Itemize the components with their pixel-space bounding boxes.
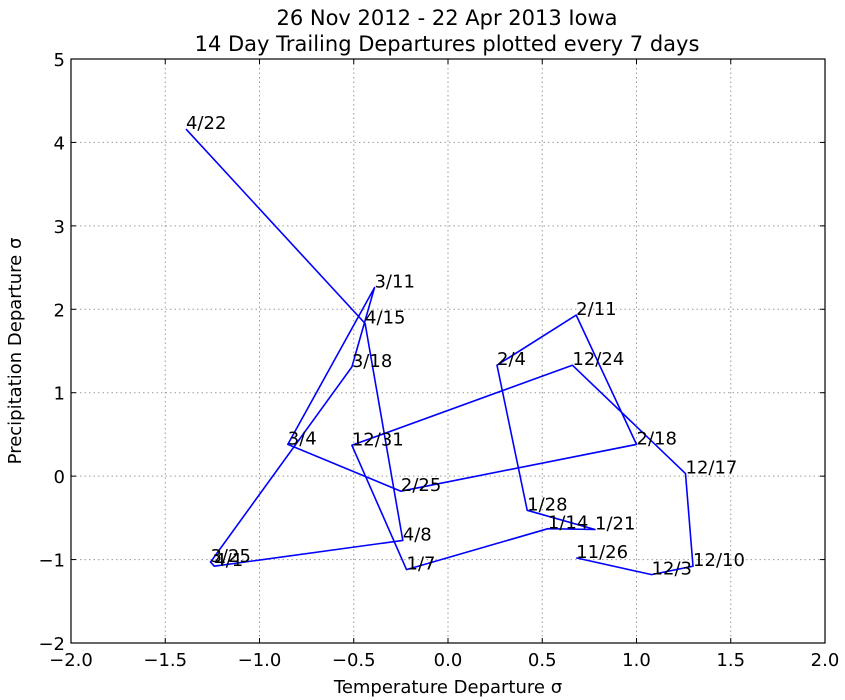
point-label: 12/31	[352, 429, 404, 450]
point-label: 4/15	[365, 307, 405, 328]
point-label: 1/14	[548, 513, 588, 534]
y-tick-label: −1	[38, 551, 65, 572]
x-tick-label: 2.0	[811, 650, 840, 671]
x-tick-label: −1.0	[238, 650, 282, 671]
point-label: 12/3	[652, 559, 692, 580]
y-axis-label: Precipitation Departure σ	[5, 238, 26, 465]
point-label: 12/17	[686, 458, 738, 479]
y-tick-label: −2	[38, 634, 65, 655]
y-tick-label: 3	[54, 217, 65, 238]
point-label: 4/8	[403, 524, 432, 545]
x-tick-label: 1.0	[622, 650, 651, 671]
x-tick-label: 1.5	[716, 650, 745, 671]
series-layer	[185, 128, 694, 576]
point-label: 3/11	[374, 272, 414, 293]
x-tick-label: −0.5	[332, 650, 376, 671]
point-label: 4/22	[186, 113, 226, 134]
chart-title: 26 Nov 2012 - 22 Apr 2013 Iowa	[276, 6, 617, 30]
y-tick-label: 2	[54, 300, 65, 321]
y-tick-label: 5	[54, 50, 65, 71]
point-label: 2/18	[637, 428, 677, 449]
x-axis-label: Temperature Departure σ	[333, 677, 562, 698]
point-label: 3/18	[352, 351, 392, 372]
y-tick-label: 1	[54, 384, 65, 405]
trajectory-line	[185, 128, 694, 576]
point-label: 2/25	[401, 475, 441, 496]
point-label: 2/4	[497, 349, 526, 370]
point-label: 1/28	[527, 494, 567, 515]
x-tick-label: −2.0	[49, 650, 93, 671]
point-label: 11/26	[576, 542, 628, 563]
point-label: 3/25	[210, 546, 250, 567]
chart-subtitle: 14 Day Trailing Departures plotted every…	[195, 32, 700, 56]
point-label: 4/1	[214, 550, 243, 571]
x-tick-label: 0.0	[434, 650, 463, 671]
grid-lines	[71, 59, 825, 643]
point-label: 1/21	[595, 514, 635, 535]
axis-ticks: −2.0 −1.5 −1.0 −0.5 0.0 0.5 1.0 1.5 2.0 −2 −1 0 1 2 3 4…	[38, 50, 839, 671]
point-label: 2/11	[576, 299, 616, 320]
point-label: 3/4	[288, 428, 317, 449]
y-tick-label: 4	[54, 133, 65, 154]
point-label: 12/10	[693, 550, 745, 571]
y-tick-label: 0	[54, 467, 65, 488]
point-labels: 11/26 12/3 12/10 12/17 12/24 12/31 1/7 1/14 1/21…	[186, 113, 745, 580]
x-tick-label: 0.5	[528, 650, 557, 671]
x-tick-label: −1.5	[143, 650, 187, 671]
point-label: 1/7	[407, 554, 436, 575]
point-label: 12/24	[572, 349, 624, 370]
